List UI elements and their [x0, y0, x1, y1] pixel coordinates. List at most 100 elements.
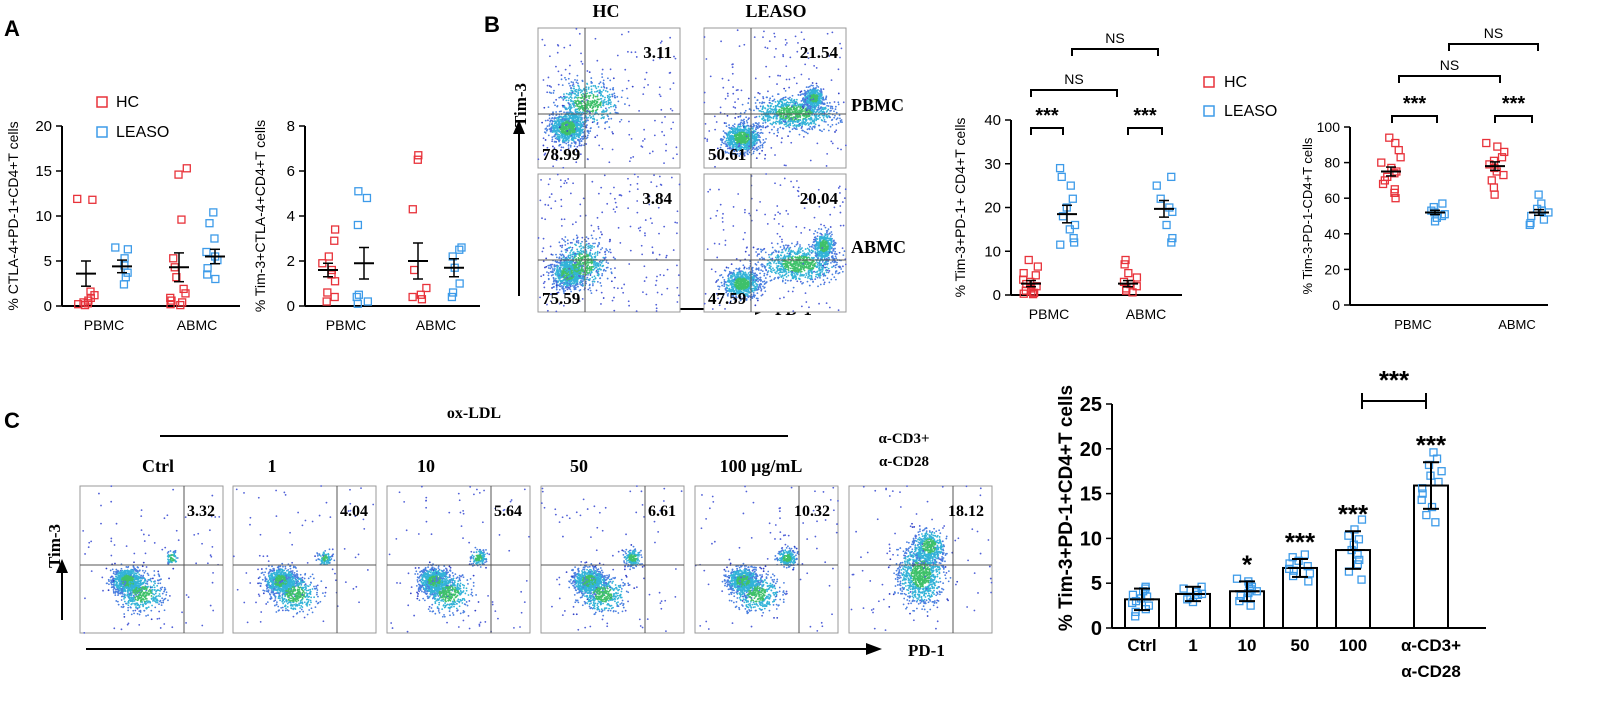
flow-event	[713, 115, 716, 118]
data-point	[1525, 220, 1534, 230]
flow-event	[703, 101, 706, 104]
flow-event	[725, 139, 728, 142]
data-point	[83, 299, 92, 308]
flow-event	[755, 135, 758, 138]
flow-event	[635, 56, 638, 58]
flow-event	[592, 106, 595, 109]
flow-event	[815, 94, 818, 97]
flow-event	[596, 59, 599, 62]
flow-event	[543, 106, 546, 109]
x-tick-label: PBMC	[1394, 317, 1432, 332]
flow-event	[813, 122, 815, 125]
flow-event	[563, 93, 565, 96]
flow-event	[551, 283, 554, 286]
flow-event	[547, 119, 549, 122]
flow-event	[552, 165, 555, 168]
flow-event	[719, 106, 722, 109]
flow-event	[803, 38, 806, 41]
data-point	[1152, 181, 1161, 190]
flow-event	[591, 237, 594, 240]
flow-event	[674, 57, 677, 60]
y-tick-label: 20	[1080, 439, 1102, 461]
flow-event	[764, 107, 767, 110]
flow-event	[575, 118, 578, 121]
flow-event	[814, 108, 816, 111]
data-point	[79, 298, 88, 307]
flow-event	[594, 136, 597, 139]
data-point	[211, 274, 220, 284]
flow-event	[567, 141, 570, 144]
flow-event	[740, 119, 743, 121]
flow-event	[588, 97, 591, 99]
flow-event	[560, 276, 562, 279]
flow-event	[632, 156, 635, 158]
flow-event	[796, 106, 798, 109]
flow-event	[762, 110, 765, 113]
x-tick-label: 50	[1291, 636, 1310, 655]
flow-event	[576, 139, 579, 141]
flow-event	[784, 96, 787, 99]
flow-event	[586, 136, 589, 139]
flow-event	[572, 120, 575, 123]
flow-event	[603, 111, 605, 113]
data-point	[203, 264, 212, 273]
legend-hc-label: HC	[116, 94, 139, 111]
flow-event	[762, 36, 764, 39]
flow-event	[753, 140, 756, 142]
flow-event	[730, 142, 733, 145]
flow-event	[798, 122, 801, 125]
flow-event	[797, 120, 800, 122]
flow-event	[589, 274, 592, 276]
flow-b-ylabel: Tim-3	[511, 83, 530, 127]
flow-event	[767, 105, 770, 107]
flow-event	[601, 73, 603, 75]
flow-event	[795, 128, 798, 131]
y-tick-label: 100	[1317, 119, 1341, 135]
flow-event	[827, 105, 830, 107]
flow-event	[628, 133, 631, 136]
flow-event	[785, 164, 787, 167]
flow-event	[561, 129, 564, 131]
flow-event	[606, 94, 609, 97]
flow-event	[571, 129, 574, 132]
flow-event	[821, 119, 824, 122]
flow-event	[621, 33, 623, 36]
flow-event	[601, 91, 603, 93]
flow-event	[737, 123, 740, 126]
flow-event	[630, 157, 632, 159]
flow-event	[609, 79, 612, 82]
flow-event	[606, 114, 609, 117]
flow-event	[788, 126, 791, 129]
flow-event	[761, 144, 764, 147]
flow-event	[606, 277, 609, 280]
significance-bracket	[1361, 393, 1427, 409]
flow-event	[578, 140, 581, 143]
flow-event	[815, 82, 818, 85]
flow-event	[770, 116, 773, 119]
flow-event	[591, 92, 593, 95]
flow-event	[586, 70, 589, 72]
flow-event	[593, 118, 596, 121]
flow-event	[555, 282, 558, 284]
data-point	[166, 293, 175, 303]
flow-event	[596, 94, 599, 96]
flow-event	[575, 103, 578, 106]
flow-event	[770, 147, 773, 149]
flow-event	[732, 106, 735, 108]
flow-event	[800, 90, 803, 93]
flow-event	[796, 50, 799, 53]
data-point	[1350, 525, 1359, 534]
flow-event	[827, 108, 830, 111]
flow-event	[558, 116, 560, 118]
flow-event	[773, 98, 776, 101]
flow-event	[792, 124, 795, 127]
flow-event	[576, 283, 578, 285]
flow-event	[585, 96, 588, 99]
flow-event	[748, 151, 751, 154]
flow-event	[627, 30, 630, 33]
flow-event	[579, 138, 582, 141]
flow-event	[836, 147, 839, 150]
flow-event	[782, 120, 785, 123]
